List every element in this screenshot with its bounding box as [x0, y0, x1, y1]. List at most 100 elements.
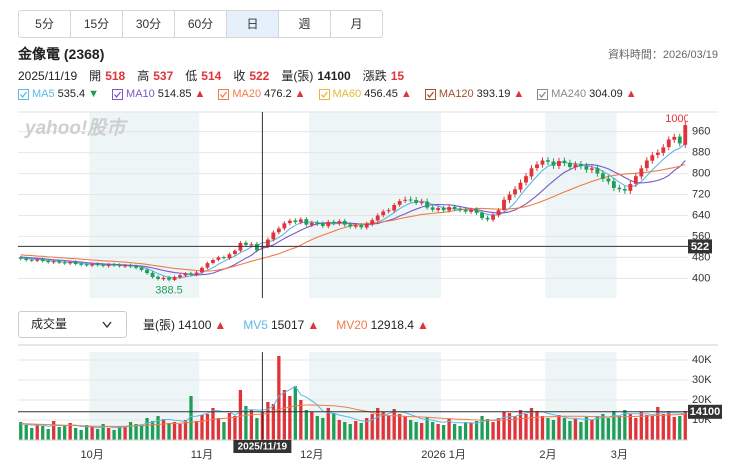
volume-bar — [123, 427, 127, 440]
legend-name: MA60 — [332, 88, 362, 100]
info-value: 15 — [390, 69, 405, 83]
candle-body — [35, 259, 40, 261]
volume-bar — [189, 396, 193, 440]
volume-bar — [491, 422, 495, 440]
candle-body — [134, 266, 138, 268]
candle-body — [573, 164, 578, 168]
data-time: 資料時間：2026/03/19 — [607, 49, 718, 61]
period-tab[interactable]: 15分 — [71, 11, 123, 37]
price-plot: yahoo!股市 388.5 1000 — [18, 112, 688, 298]
y-tick-label: 560 — [692, 230, 710, 242]
y-tick-label: 400 — [692, 272, 710, 284]
volume-bar — [106, 428, 111, 440]
month-band — [545, 112, 617, 298]
chevron — [102, 321, 112, 329]
period-tab[interactable]: 月 — [350, 17, 363, 31]
volume-bar — [420, 423, 424, 440]
candle-body — [315, 222, 320, 224]
volume-bar — [601, 414, 605, 440]
crosshair-label-bg — [688, 404, 722, 419]
y-tick-label: 40K — [692, 354, 712, 366]
candle-body — [628, 184, 633, 191]
volume-bar — [90, 427, 94, 440]
candle-body — [68, 262, 73, 264]
candle-body — [370, 220, 375, 225]
month-band — [309, 112, 441, 298]
period-tab[interactable]: 60分 — [175, 11, 227, 37]
legend-checkbox[interactable] — [424, 88, 436, 100]
candle-body — [474, 209, 479, 213]
volume-bar — [74, 428, 78, 440]
candle-body — [535, 164, 539, 169]
candle-body — [463, 209, 468, 212]
checkbox-check — [539, 91, 547, 98]
period-tab[interactable]: 5分 — [19, 11, 71, 37]
volume-bar — [167, 423, 171, 440]
period-tab[interactable]: 日 — [227, 11, 279, 37]
volume-bar — [249, 410, 254, 440]
candle-body — [128, 265, 133, 267]
checkbox-check — [426, 91, 434, 98]
checkbox-box — [424, 88, 436, 100]
checkbox-box — [318, 88, 330, 100]
candle-body — [672, 136, 677, 140]
legend-value: 514.85 — [157, 88, 192, 100]
candle-body — [18, 257, 23, 259]
candle-body — [95, 263, 100, 265]
candle-body — [425, 201, 430, 208]
legend-checkbox[interactable] — [112, 88, 124, 100]
volume-bar — [41, 426, 45, 440]
volume-bar — [112, 430, 116, 440]
candle-body — [57, 261, 62, 263]
candle-body — [436, 208, 441, 210]
info-label: 漲跌 — [362, 69, 387, 83]
volume-bar — [650, 416, 654, 440]
indicator-dropdown[interactable]: 成交量 — [18, 311, 127, 338]
candle-body — [243, 242, 248, 245]
volume-bar — [299, 400, 303, 440]
y-tick-label: 960 — [692, 126, 710, 138]
volume-bar — [238, 390, 243, 440]
legend-name: MV20 — [336, 317, 368, 332]
candle-body — [513, 189, 517, 195]
legend-checkbox[interactable] — [218, 88, 230, 100]
volume-bar — [128, 422, 133, 440]
candle-body — [24, 258, 29, 261]
candle-body — [216, 257, 221, 260]
volume-bar — [678, 416, 682, 440]
volume-bar — [326, 408, 330, 440]
volume-bar — [134, 424, 138, 440]
legend-checkbox[interactable] — [537, 88, 549, 100]
y-tick-label: 640 — [692, 209, 710, 221]
candle-body — [194, 272, 199, 275]
legend-item: MV20 12918.4 ▲ — [336, 316, 432, 333]
period-tab[interactable]: 30分 — [123, 11, 175, 37]
legend-trend: ▲ — [214, 317, 227, 332]
volume-bar — [502, 412, 506, 440]
legend-value: 14100 — [178, 317, 212, 332]
volume-bar — [332, 413, 336, 440]
volume-bar — [57, 427, 61, 440]
volume-bar — [348, 424, 352, 440]
volume-bar — [200, 415, 204, 440]
candle-body — [611, 181, 616, 188]
volume-bar — [628, 414, 632, 440]
legend-name: MA10 — [126, 88, 155, 100]
volume-bar — [211, 408, 215, 440]
candle-body — [167, 277, 171, 280]
volume-bar — [19, 422, 23, 440]
legend-trend: ▲ — [513, 88, 525, 100]
volume-bar — [606, 418, 611, 440]
volume-bar — [183, 420, 188, 440]
y-tick-label: 800 — [692, 167, 710, 179]
legend-name: MA20 — [232, 88, 262, 100]
period-tab[interactable]: 週 — [279, 11, 331, 37]
legend-checkbox[interactable] — [18, 88, 29, 100]
month-band — [89, 112, 200, 298]
candle-body — [326, 222, 331, 227]
volume-bar — [392, 409, 396, 440]
legend-item: MA10 514.85 ▲ — [112, 88, 208, 100]
legend-checkbox[interactable] — [318, 88, 330, 100]
candle-body — [452, 206, 457, 209]
candle-body — [441, 207, 446, 211]
